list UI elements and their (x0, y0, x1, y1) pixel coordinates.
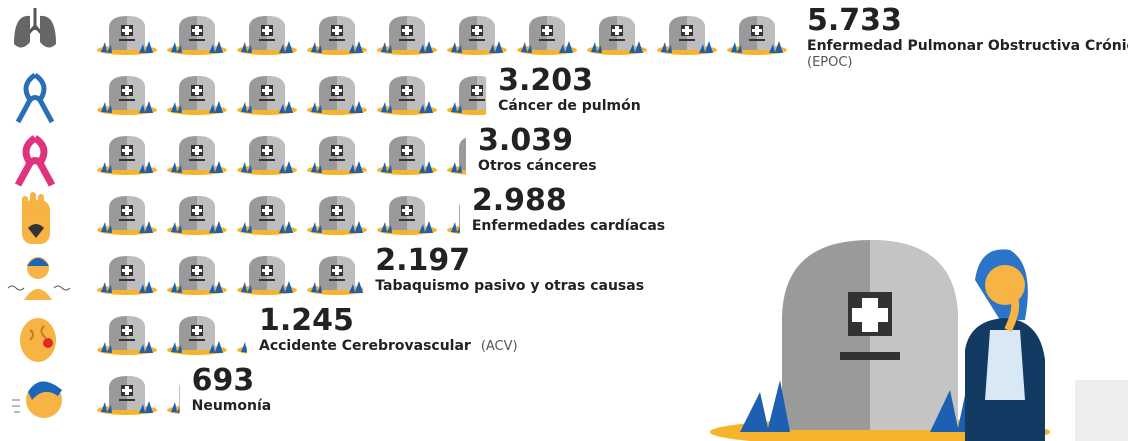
hand-icon (22, 192, 50, 244)
category-name: Neumonía (192, 398, 272, 414)
category-name: Enfermedad Pulmonar Obstructiva Crónica (807, 38, 1128, 54)
tombstone-icon (167, 316, 227, 355)
tombstone-icon (307, 136, 367, 175)
ribbon-icon (18, 75, 52, 122)
tombstone-row (97, 136, 507, 175)
tombstone-row (97, 196, 507, 235)
tombstone-row (97, 16, 787, 55)
tombstone-icon (377, 196, 437, 235)
category-label: Cáncer de pulmón (498, 98, 641, 114)
tombstone-icon (377, 136, 437, 175)
face-icon (12, 381, 62, 418)
tombstone-icon (97, 76, 157, 115)
page: {"chart_data": {"type": "pictogram", "ca… (0, 0, 1128, 441)
tombstone-icon (307, 16, 367, 55)
person-icon (8, 257, 70, 300)
tombstone-icon (307, 256, 367, 295)
tombstone-icon (97, 16, 157, 55)
tombstone-icon (237, 76, 297, 115)
tombstone-icon (587, 16, 647, 55)
category-label: Tabaquismo pasivo y otras causas (375, 278, 644, 294)
category-abbreviation: (EPOC) (807, 55, 853, 70)
tombstone-icon (377, 16, 437, 55)
value-label: 693 (192, 363, 255, 398)
category-label: Accidente Cerebrovascular (259, 338, 471, 354)
category-name: Tabaquismo pasivo y otras causas (375, 278, 644, 294)
value-label: 3.203 (498, 63, 593, 98)
tombstone-icon (517, 16, 577, 55)
tombstone-icon (237, 136, 297, 175)
infographic: 5.733Enfermedad Pulmonar Obstructiva Cró… (0, 0, 1128, 441)
illustration (710, 240, 1128, 441)
tombstone-icon (167, 196, 227, 235)
category-name: Accidente Cerebrovascular (259, 338, 471, 354)
pink-ribbon-icon (18, 138, 52, 185)
category-label: Enfermedades cardíacas (472, 218, 665, 234)
tombstone-icon (237, 256, 297, 295)
category-name: Otros cánceres (478, 158, 597, 174)
category-icons (8, 8, 70, 418)
value-label: 1.245 (259, 303, 354, 338)
tombstone-icon (307, 76, 367, 115)
tombstone-row (97, 76, 507, 115)
tombstone-icon (167, 256, 227, 295)
tombstone-icon (97, 376, 157, 415)
value-label: 3.039 (478, 123, 573, 158)
tombstone-icon (377, 76, 437, 115)
value-label: 5.733 (807, 3, 902, 38)
value-label: 2.988 (472, 183, 567, 218)
category-label: Neumonía (192, 398, 272, 414)
tombstone-icon (97, 136, 157, 175)
tombstone-row (97, 256, 367, 295)
tombstone-icon (97, 256, 157, 295)
tombstone-icon (307, 196, 367, 235)
brain-icon (20, 318, 56, 362)
lungs-icon (14, 8, 56, 48)
tombstone-icon (237, 16, 297, 55)
tombstone-icon (237, 196, 297, 235)
tombstone-icon (657, 16, 717, 55)
tombstone-icon (167, 136, 227, 175)
category-abbreviation: (ACV) (481, 339, 518, 354)
category-label: Otros cánceres (478, 158, 597, 174)
tombstone-icon (727, 16, 787, 55)
tombstone-icon (167, 76, 227, 115)
tombstone-icon (97, 316, 157, 355)
tombstone-icon (167, 16, 227, 55)
tombstone-icon (97, 196, 157, 235)
tombstone-icon (447, 16, 507, 55)
category-name: Cáncer de pulmón (498, 98, 641, 114)
category-label: Enfermedad Pulmonar Obstructiva Crónica (807, 38, 1128, 54)
value-label: 2.197 (375, 243, 470, 278)
category-name: Enfermedades cardíacas (472, 218, 665, 234)
